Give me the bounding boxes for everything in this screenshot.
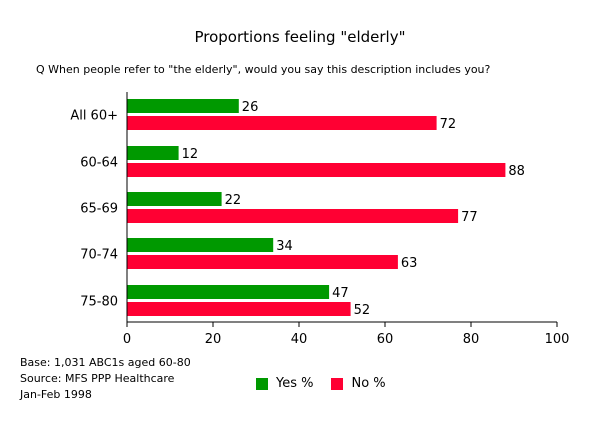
legend-item-yes: Yes % (256, 376, 313, 391)
category-label: 65-69 (80, 202, 118, 217)
legend-swatch-no (331, 377, 344, 390)
legend-item-no: No % (331, 376, 386, 391)
data-label-no: 88 (508, 164, 525, 179)
data-label-yes: 12 (182, 147, 199, 162)
source-note: Source: MFS PPP Healthcare (20, 372, 175, 385)
data-label-no: 63 (401, 256, 418, 271)
bar-yes (127, 285, 330, 299)
x-tick-label: 0 (123, 332, 131, 347)
bars-group: All 60+ 26 72 60-64 12 88 65-69 22 77 70-74 34 63 75… (70, 99, 525, 318)
bar-no (127, 255, 398, 269)
data-label-yes: 22 (225, 193, 242, 208)
bar-no (127, 163, 506, 177)
bar-no (127, 209, 459, 223)
bar-yes (127, 99, 239, 113)
legend-label-yes: Yes % (276, 376, 314, 391)
category-label: 60-64 (80, 156, 118, 171)
footnote: Base: 1,031 ABC1s aged 60-80 Source: MFS… (20, 355, 191, 403)
x-tick-label: 60 (377, 332, 394, 347)
x-tick-label: 80 (463, 332, 480, 347)
date-note: Jan-Feb 1998 (20, 388, 92, 401)
bar-yes (127, 192, 222, 206)
data-label-no: 77 (461, 210, 478, 225)
category-label: 75-80 (80, 295, 118, 310)
x-tick-label: 100 (545, 332, 570, 347)
data-label-yes: 47 (332, 286, 349, 301)
data-label-yes: 34 (276, 239, 293, 254)
data-label-yes: 26 (242, 100, 259, 115)
bar-yes (127, 146, 179, 160)
legend-swatch-yes (256, 377, 268, 390)
x-tick-label: 20 (205, 332, 222, 347)
data-label-no: 52 (354, 303, 371, 318)
bar-no (127, 116, 437, 130)
x-tick-label: 40 (291, 332, 308, 347)
bar-no (127, 302, 351, 316)
legend: Yes % No % (256, 376, 404, 391)
base-note: Base: 1,031 ABC1s aged 60-80 (20, 356, 191, 369)
data-label-no: 72 (440, 117, 457, 132)
x-axis: 0 20 40 60 80 100 (123, 92, 570, 347)
chart-title: Proportions feeling "elderly" (194, 28, 406, 46)
category-label: All 60+ (70, 109, 118, 124)
bar-yes (127, 238, 274, 252)
category-label: 70-74 (80, 248, 118, 263)
legend-label-no: No % (351, 376, 386, 391)
chart-subtitle: Q When people refer to "the elderly", wo… (36, 63, 491, 76)
